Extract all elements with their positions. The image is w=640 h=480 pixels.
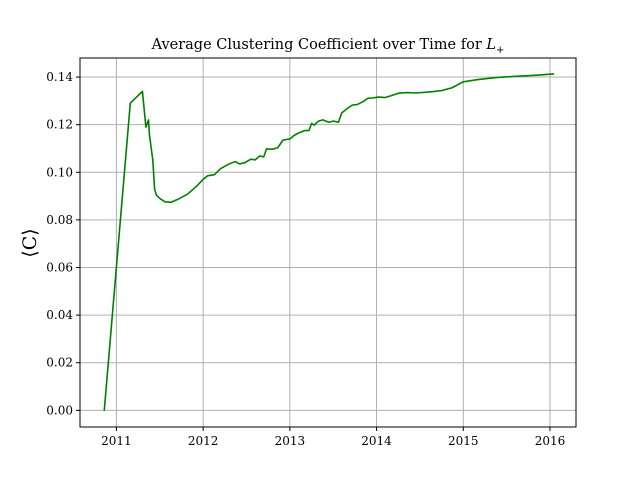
series-line	[103, 73, 555, 412]
x-tick-label: 2013	[275, 434, 306, 448]
x-tick-label: 2015	[448, 434, 479, 448]
x-tick-label: 2014	[361, 434, 392, 448]
y-tick-label: 0.06	[46, 260, 73, 274]
y-axis-label: ⟨C⟩	[19, 228, 41, 257]
x-axis: 2011 2012 2013 2014 2015 2016	[101, 427, 565, 448]
chart-title-text: Average Clustering Coefficient over Time…	[151, 37, 487, 53]
chart-title: Average Clustering Coefficient over Time…	[151, 37, 505, 56]
x-tick-label: 2011	[101, 434, 132, 448]
y-tick-label: 0.00	[46, 403, 73, 417]
y-tick-label: 0.10	[46, 165, 73, 179]
y-tick-label: 0.04	[46, 308, 73, 322]
chart-title-math-subscript: +	[496, 45, 504, 56]
y-tick-label: 0.14	[46, 70, 73, 84]
series-layer	[103, 73, 555, 412]
x-tick-label: 2012	[188, 434, 219, 448]
chart-title-math: L	[485, 37, 496, 53]
y-tick-label: 0.08	[46, 213, 73, 227]
x-gridlines	[115, 58, 551, 427]
y-gridlines	[80, 76, 576, 411]
plot-area-frame	[79, 57, 577, 428]
y-axis: 0.00 0.02 0.04 0.06 0.08 0.10 0.12 0.14	[46, 70, 80, 417]
y-tick-label: 0.02	[46, 356, 73, 370]
y-tick-label: 0.12	[46, 118, 73, 132]
x-tick-label: 2016	[535, 434, 566, 448]
